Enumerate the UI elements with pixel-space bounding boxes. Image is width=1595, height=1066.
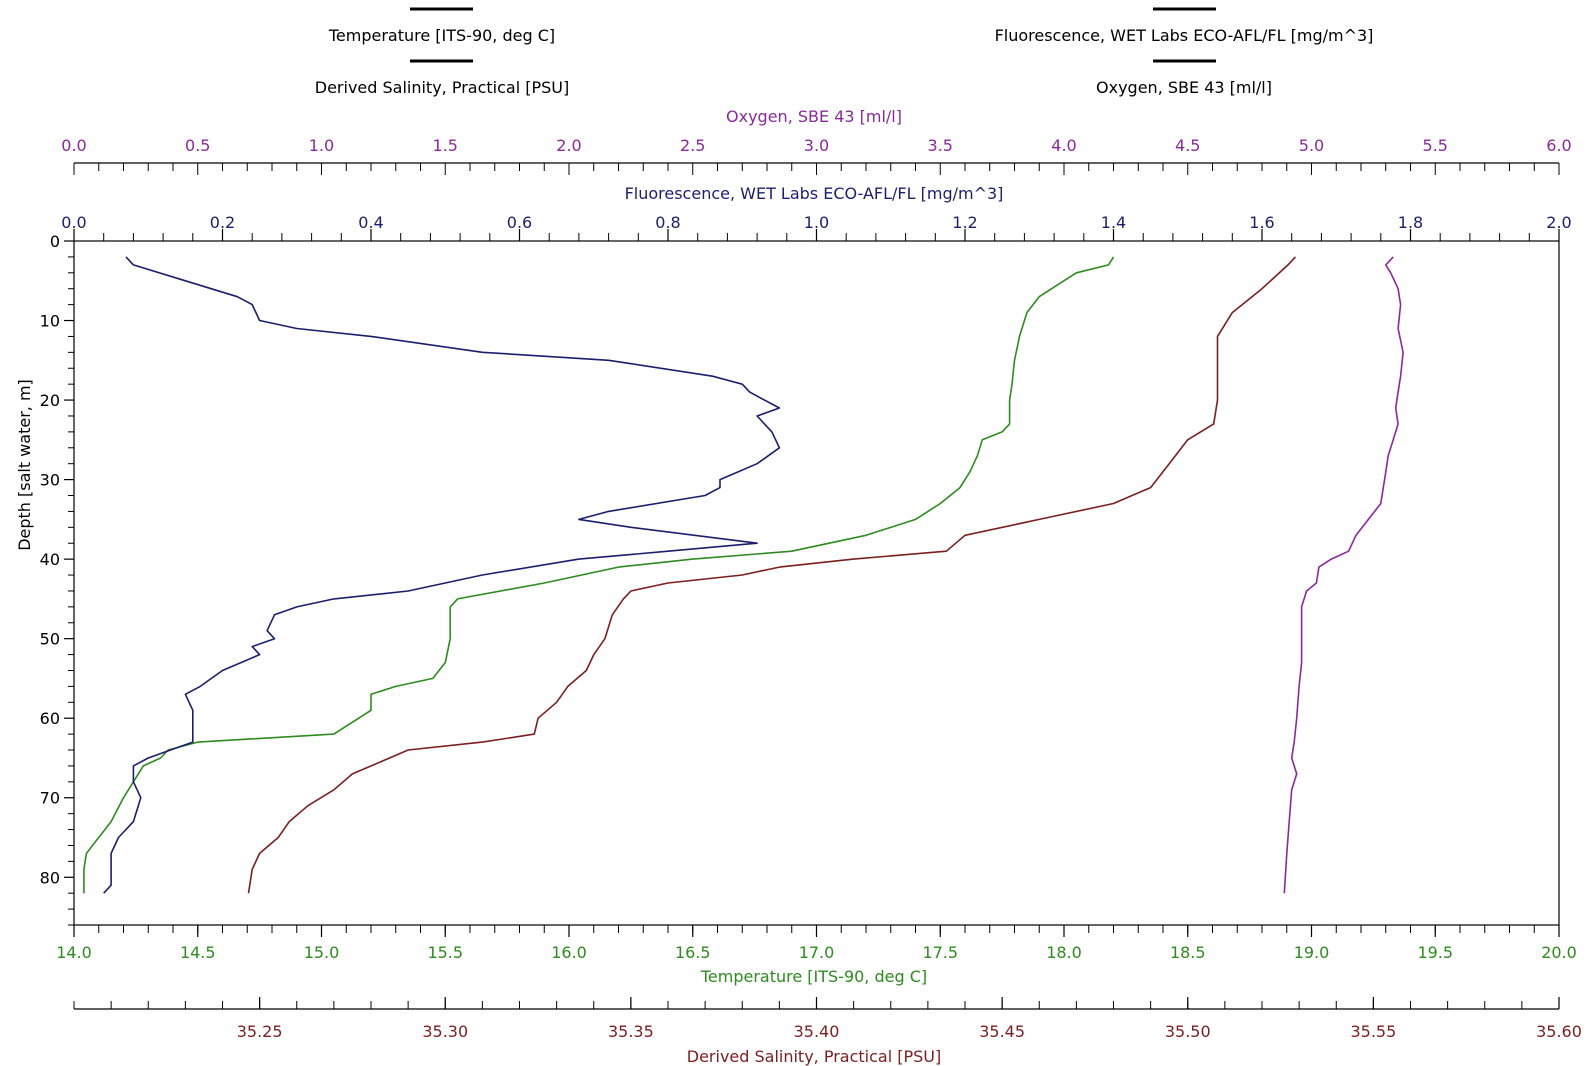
legend-label-salinity: Derived Salinity, Practical [PSU] (315, 78, 570, 97)
oxygen-tick-label: 1.5 (433, 136, 458, 155)
depth-tick-label: 70 (40, 789, 60, 808)
salinity-tick-label: 35.40 (794, 1022, 840, 1041)
salinity-axis-title: Derived Salinity, Practical [PSU] (687, 1047, 942, 1066)
fluorescence-tick-label: 0.6 (507, 213, 532, 232)
depth-tick-label: 30 (40, 471, 60, 490)
oxygen-tick-label: 0.0 (61, 136, 86, 155)
fluorescence-tick-label: 0.2 (210, 213, 235, 232)
salinity-series-line (247, 256, 1296, 894)
salinity-tick-label: 35.55 (1350, 1022, 1396, 1041)
depth-tick-label: 20 (40, 391, 60, 410)
depth-tick-label: 60 (40, 709, 60, 728)
fluorescence-tick-label: 1.4 (1101, 213, 1126, 232)
oxygen-tick-label: 5.5 (1423, 136, 1448, 155)
temperature-tick-label: 19.5 (1417, 943, 1453, 962)
oxygen-tick-label: 5.0 (1299, 136, 1324, 155)
legend-label-temperature: Temperature [ITS-90, deg C] (328, 26, 555, 45)
depth-axis-title: Depth [salt water, m] (15, 379, 34, 551)
oxygen-tick-label: 2.5 (680, 136, 705, 155)
oxygen-tick-label: 4.5 (1175, 136, 1200, 155)
temperature-tick-label: 14.5 (180, 943, 216, 962)
salinity-tick-label: 35.45 (979, 1022, 1025, 1041)
temperature-tick-label: 16.5 (675, 943, 711, 962)
salinity-tick-label: 35.30 (422, 1022, 468, 1041)
temperature-tick-label: 16.0 (551, 943, 587, 962)
axes-layer: 0.0 0.5 1.0 1.5 2.0 2.5 3.0 3.5 4.0 4.5 5.0 5.5 6.0 0… (40, 136, 1582, 1041)
salinity-tick-label: 35.60 (1536, 1022, 1582, 1041)
temperature-tick-label: 20.0 (1541, 943, 1577, 962)
fluorescence-tick-label: 0.8 (655, 213, 680, 232)
fluorescence-tick-label: 0.4 (358, 213, 383, 232)
temperature-tick-label: 18.0 (1046, 943, 1082, 962)
temperature-tick-label: 15.5 (427, 943, 463, 962)
legend-label-fluorescence: Fluorescence, WET Labs ECO-AFL/FL [mg/m^… (995, 26, 1374, 45)
fluorescence-tick-label: 1.6 (1249, 213, 1274, 232)
temperature-tick-label: 17.0 (799, 943, 835, 962)
temperature-axis-title: Temperature [ITS-90, deg C] (700, 967, 927, 986)
oxygen-tick-label: 1.0 (309, 136, 334, 155)
oxygen-axis-title: Oxygen, SBE 43 [ml/l] (726, 107, 902, 126)
depth-tick-label: 0 (50, 232, 60, 251)
oxygen-series-line (1283, 256, 1404, 894)
temperature-tick-label: 14.0 (56, 943, 92, 962)
oxygen-tick-label: 2.0 (556, 136, 581, 155)
fluorescence-tick-label: 1.0 (804, 213, 829, 232)
fluorescence-tick-label: 0.0 (61, 213, 86, 232)
oxygen-tick-label: 3.5 (928, 136, 953, 155)
depth-tick-label: 40 (40, 550, 60, 569)
oxygen-tick-label: 0.5 (185, 136, 210, 155)
temperature-tick-label: 17.5 (922, 943, 958, 962)
temperature-series-line (83, 256, 1115, 894)
fluorescence-tick-label: 1.2 (952, 213, 977, 232)
depth-tick-label: 10 (40, 312, 60, 331)
fluorescence-tick-label: 1.8 (1398, 213, 1423, 232)
depth-tick-label: 50 (40, 630, 60, 649)
oxygen-tick-label: 6.0 (1546, 136, 1571, 155)
oxygen-tick-label: 4.0 (1051, 136, 1076, 155)
oxygen-tick-label: 3.0 (804, 136, 829, 155)
fluorescence-series-line (103, 256, 781, 894)
fluorescence-tick-label: 2.0 (1546, 213, 1571, 232)
temperature-tick-label: 18.5 (1170, 943, 1206, 962)
salinity-tick-label: 35.50 (1165, 1022, 1211, 1041)
legend-label-oxygen: Oxygen, SBE 43 [ml/l] (1096, 78, 1272, 97)
series-layer (83, 256, 1404, 894)
fluorescence-axis-title: Fluorescence, WET Labs ECO-AFL/FL [mg/m^… (625, 184, 1004, 203)
legend: Temperature [ITS-90, deg C] Fluorescence… (315, 7, 1374, 97)
salinity-tick-label: 35.35 (608, 1022, 654, 1041)
salinity-tick-label: 35.25 (237, 1022, 283, 1041)
depth-tick-label: 80 (40, 868, 60, 887)
temperature-tick-label: 15.0 (304, 943, 340, 962)
temperature-tick-label: 19.0 (1294, 943, 1330, 962)
